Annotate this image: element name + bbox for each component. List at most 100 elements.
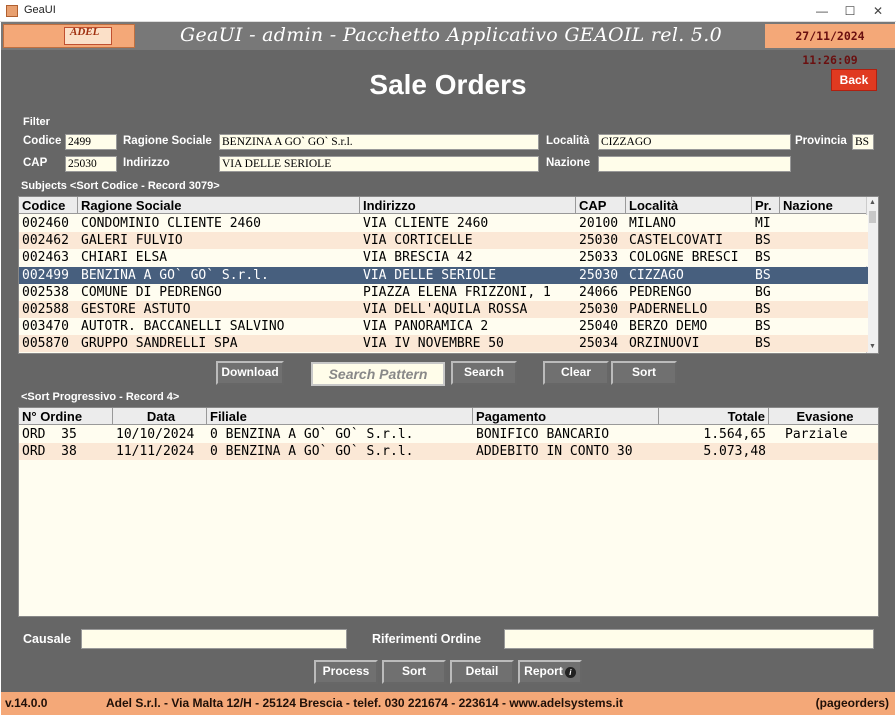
app-window: ADEL GeaUI - admin - Pacchetto Applicati… (1, 22, 895, 715)
ragione-sociale-field[interactable]: BENZINA A GO` GO` S.r.l. (219, 134, 539, 150)
table-cell: BG (755, 284, 771, 300)
column-header-provincia[interactable]: Pr. (752, 197, 780, 214)
company-address: Adel S.r.l. - Via Malta 12/H - 25124 Bre… (106, 696, 623, 710)
table-cell: 5.073,48 (703, 444, 766, 459)
table-cell: 002588 (22, 302, 69, 317)
table-cell: ADDEBITO IN CONTO 30 (476, 444, 633, 459)
company-logo: ADEL (3, 24, 135, 48)
cap-field[interactable]: 25030 (65, 156, 117, 172)
table-row[interactable]: 002538 COMUNE DI PEDRENGO PIAZZA ELENA FRI… (19, 283, 868, 301)
close-icon[interactable]: ✕ (872, 4, 884, 18)
table-cell: CASTELCOVATI (629, 233, 723, 249)
column-header-pagamento[interactable]: Pagamento (473, 408, 659, 425)
table-cell: PIAZZA ELENA FRIZZONI, 1 (363, 284, 551, 300)
localita-label: Località (546, 135, 590, 147)
table-cell: PEDRENGO (629, 284, 692, 300)
table-cell (783, 335, 868, 352)
indirizzo-field[interactable]: VIA DELLE SERIOLE (219, 156, 539, 172)
table-row[interactable]: 002462 GALERI FULVIO VIA CORTICELLE 25030 CA… (19, 232, 868, 250)
table-cell: 25030 (579, 267, 619, 283)
table-cell: 002460 (22, 216, 69, 231)
table-row[interactable]: ORD 35 10/10/2024 0 BENZINA A GO` GO` S.r.… (19, 426, 878, 443)
column-header-localita[interactable]: Località (626, 197, 752, 214)
window-titlebar: GeaUI — ☐ ✕ (0, 0, 896, 22)
table-cell: BS (755, 336, 771, 352)
table-row[interactable]: 002463 CHIARI ELSA VIA BRESCIA 42 25033 COLO… (19, 249, 868, 267)
column-header-totale[interactable]: Totale (659, 408, 769, 425)
clear-button[interactable]: Clear (543, 361, 609, 385)
table-cell: 20100 (579, 216, 619, 231)
table-row[interactable]: 002499 BENZINA A GO` GO` S.r.l. VIA DELLE … (19, 266, 868, 284)
minimize-icon[interactable]: — (816, 4, 828, 18)
detail-button[interactable]: Detail (450, 660, 514, 684)
maximize-icon[interactable]: ☐ (844, 4, 856, 18)
download-button[interactable]: Download (216, 361, 284, 385)
table-cell: 002462 (22, 233, 69, 249)
table-cell: GESTORE ASTUTO (81, 302, 191, 317)
nazione-field[interactable] (598, 156, 791, 172)
column-header-nazione[interactable]: Nazione (780, 197, 868, 214)
table-row[interactable]: 002588 GESTORE ASTUTO VIA DELL'AQUILA ROSS… (19, 301, 868, 318)
causale-label: Causale (23, 632, 71, 646)
status-footer: v.14.0.0 Adel S.r.l. - Via Malta 12/H - … (1, 692, 895, 715)
table-row[interactable]: 002460 CONDOMINIO CLIENTE 2460 VIA CLIENTE… (19, 215, 868, 232)
header-title: GeaUI - admin - Pacchetto Applicativo GE… (179, 24, 723, 46)
back-button[interactable]: Back (831, 69, 877, 91)
table-cell: VIA CORTICELLE (363, 233, 473, 249)
localita-field[interactable]: CIZZAGO (598, 134, 791, 150)
table-row[interactable]: ORD 38 11/11/2024 0 BENZINA A GO` GO` S.r.… (19, 443, 878, 460)
filter-label: Filter (23, 116, 50, 128)
table-cell: BS (755, 233, 771, 249)
indirizzo-label: Indirizzo (123, 157, 170, 169)
table-cell (783, 301, 868, 318)
table-cell: 25033 (579, 250, 619, 266)
info-icon: i (564, 667, 576, 678)
search-button[interactable]: Search (451, 361, 517, 385)
column-header-evasione[interactable]: Evasione (796, 409, 854, 424)
riferimenti-ordine-field[interactable] (504, 629, 874, 649)
datetime-display: 27/11/2024 11:26:09 (765, 24, 895, 67)
column-header-indirizzo[interactable]: Indirizzo (360, 197, 576, 214)
logo-text: ADEL (70, 26, 100, 38)
sort-orders-button[interactable]: Sort (382, 660, 446, 684)
table-cell (783, 249, 868, 266)
report-label: Report (524, 664, 563, 678)
subjects-table: Codice Ragione Sociale Indirizzo CAP Loc… (18, 196, 879, 354)
report-button[interactable]: Report i (518, 660, 582, 684)
table-cell: VIA DELL'AQUILA ROSSA (363, 302, 528, 317)
search-pattern-field[interactable]: Search Pattern (311, 362, 445, 386)
version-label: v.14.0.0 (5, 696, 48, 710)
sort-subjects-button[interactable]: Sort (611, 361, 677, 385)
table-row[interactable]: 003470 AUTOTR. BACCANELLI SALVINO VIA PANO… (19, 318, 868, 336)
column-header-cap[interactable]: CAP (576, 197, 626, 214)
table-cell: AUTOTR. BACCANELLI SALVINO (81, 319, 285, 335)
table-cell: 0 BENZINA A GO` GO` S.r.l. (210, 427, 414, 442)
column-header-data[interactable]: Data (113, 408, 207, 425)
riferimenti-ordine-label: Riferimenti Ordine (372, 632, 482, 646)
causale-field[interactable] (81, 629, 347, 649)
table-cell (783, 318, 868, 335)
table-cell: 005870 (22, 336, 69, 352)
process-button[interactable]: Process (314, 660, 378, 684)
scroll-up-icon[interactable]: ▲ (869, 199, 876, 206)
nazione-label: Nazione (546, 157, 591, 169)
table-cell: GRUPPO SANDRELLI SPA (81, 336, 238, 352)
table-cell: 0 BENZINA A GO` GO` S.r.l. (210, 444, 414, 459)
column-header-ragione-sociale[interactable]: Ragione Sociale (78, 197, 360, 214)
table-cell: 002538 (22, 284, 69, 300)
subjects-header: Codice Ragione Sociale Indirizzo CAP Loc… (19, 197, 868, 214)
table-row[interactable]: 005870 GRUPPO SANDRELLI SPA VIA IV NOVEMBR… (19, 335, 868, 353)
app-header: ADEL GeaUI - admin - Pacchetto Applicati… (1, 22, 895, 67)
column-header-codice[interactable]: Codice (19, 197, 78, 214)
scroll-down-icon[interactable]: ▼ (869, 343, 876, 350)
column-header-filiale[interactable]: Filiale (207, 408, 473, 425)
scroll-thumb[interactable] (869, 211, 876, 223)
orders-table: N° Ordine Data Filiale Pagamento Totale … (18, 407, 879, 617)
column-header-numero-ordine[interactable]: N° Ordine (19, 408, 113, 425)
table-cell: VIA DELLE SERIOLE (363, 267, 497, 283)
provincia-field[interactable]: BS (852, 134, 874, 150)
table-cell: VIA PANORAMICA 2 (363, 319, 489, 335)
table-cell: BENZINA A GO` GO` S.r.l. (81, 267, 269, 283)
table-cell: 25040 (579, 319, 619, 335)
codice-field[interactable]: 2499 (65, 134, 117, 150)
